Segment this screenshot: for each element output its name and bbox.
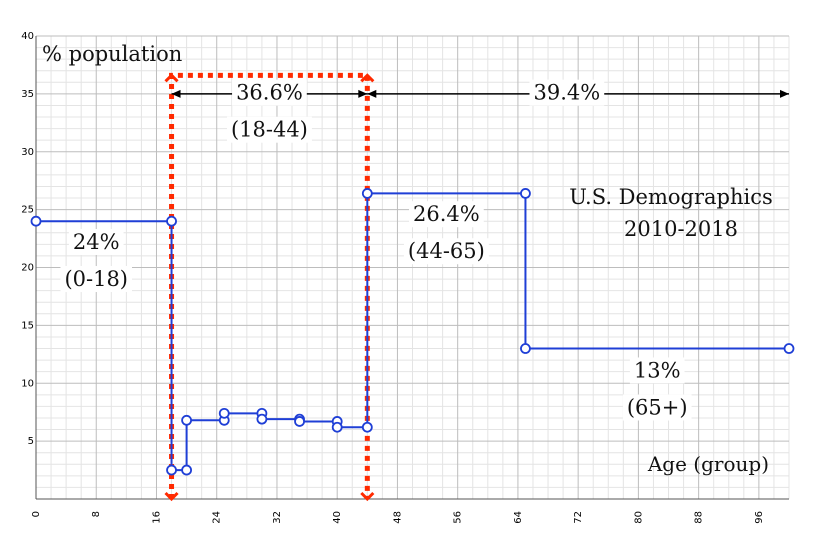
annotation-background xyxy=(68,228,124,255)
highlight-arrowhead xyxy=(360,491,375,502)
y-tick-label: 10 xyxy=(21,378,34,389)
y-tick-label: 30 xyxy=(21,147,34,158)
y-tick-label: 35 xyxy=(21,89,34,100)
annotation-background xyxy=(226,116,312,143)
y-tick-label: 40 xyxy=(21,31,34,42)
annotation-background xyxy=(409,201,484,228)
chart-title-line-2: 2010-2018 xyxy=(624,217,738,241)
x-tick-label: 56 xyxy=(453,511,464,524)
range-arrowhead-left xyxy=(171,89,181,98)
y-tick-label: 5 xyxy=(28,436,34,447)
data-point xyxy=(361,421,373,433)
axis-tick-labels: 5 10 15 20 25 30 35 40 0 8 16 24 32 40 48 56 64 72 80 88 96 xyxy=(21,31,765,524)
annotation-background xyxy=(529,79,605,106)
x-tick-label: 88 xyxy=(694,511,705,524)
x-tick-label: 8 xyxy=(91,511,102,517)
range-arrowhead-left xyxy=(367,89,377,98)
data-point xyxy=(256,413,268,425)
x-tick-label: 80 xyxy=(633,511,644,524)
highlight-arrowhead xyxy=(164,491,179,502)
highlight-arrowhead xyxy=(164,73,179,83)
major-grid xyxy=(35,35,789,500)
y-axis-label: % population xyxy=(42,42,182,66)
annotation-background xyxy=(629,357,685,384)
x-tick-label: 96 xyxy=(754,511,765,524)
data-point xyxy=(294,416,305,427)
annotation-background xyxy=(622,394,692,421)
annotation-label: (65+) xyxy=(627,396,688,420)
annotation-label: 36.6% xyxy=(236,81,303,105)
data-point xyxy=(361,188,373,199)
data-point xyxy=(520,343,531,354)
annotations: 24% (0-18) 36.6% (18-44) 39.4% 26.4% (44-65) 13… xyxy=(60,79,692,421)
annotation-background xyxy=(60,266,133,293)
x-tick-label: 48 xyxy=(392,511,403,524)
x-tick-label: 16 xyxy=(151,511,162,524)
data-point xyxy=(30,215,42,227)
data-point xyxy=(520,188,531,199)
y-tick-label: 20 xyxy=(21,263,34,274)
annotation-label: 13% xyxy=(634,358,681,382)
x-tick-label: 32 xyxy=(272,511,283,524)
range-arrowhead-right xyxy=(780,89,789,98)
data-point xyxy=(218,407,230,419)
chart-title-line-1: U.S. Demographics xyxy=(569,185,772,209)
x-tick-label: 40 xyxy=(332,511,343,524)
population-step-series xyxy=(30,188,795,476)
data-point xyxy=(166,215,177,227)
annotation-label: (18-44) xyxy=(231,118,308,142)
x-tick-label: 0 xyxy=(31,511,42,517)
data-point xyxy=(181,464,193,476)
range-arrowhead-right xyxy=(358,89,368,98)
data-point xyxy=(331,421,343,433)
annotation-label: 39.4% xyxy=(534,81,601,105)
data-point xyxy=(783,343,795,354)
annotation-label: 26.4% xyxy=(413,202,480,226)
annotation-background xyxy=(403,238,489,265)
x-axis-label: Age (group) xyxy=(647,452,769,476)
annotation-label: 24% xyxy=(73,230,120,254)
y-tick-label: 25 xyxy=(21,205,34,216)
data-point xyxy=(181,414,193,426)
y-tick-label: 15 xyxy=(21,320,34,331)
highlight-arrowhead xyxy=(360,73,375,83)
annotation-background xyxy=(232,79,307,106)
x-tick-label: 64 xyxy=(513,511,524,524)
data-point xyxy=(166,464,177,476)
annotation-label: (44-65) xyxy=(408,239,485,263)
annotation-label: (0-18) xyxy=(64,267,128,291)
x-tick-label: 24 xyxy=(212,511,223,524)
x-tick-label: 72 xyxy=(573,511,584,524)
